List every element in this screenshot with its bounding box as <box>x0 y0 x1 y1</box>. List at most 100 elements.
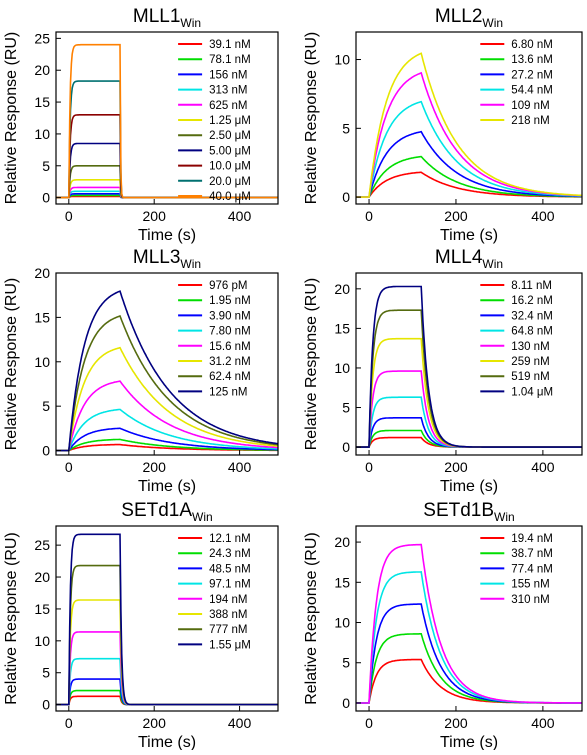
legend-label-3: 156 nM <box>209 69 247 81</box>
y-tick-label: 0 <box>342 189 350 205</box>
legend-label-6: 259 nM <box>511 356 549 368</box>
series-line-3 <box>356 130 582 198</box>
x-axis-label: Time (s) <box>440 478 498 495</box>
legend-label-5: 130 nM <box>511 341 549 353</box>
legend-label-2: 13.6 nM <box>511 54 553 66</box>
legend-label-8: 125 nM <box>209 386 247 398</box>
x-axis-label: Time (s) <box>138 227 196 244</box>
x-tick-label: 200 <box>143 208 167 224</box>
legend-label-8: 1.55 μM <box>209 639 251 651</box>
y-tick-label: 15 <box>34 601 50 617</box>
series-line-4 <box>56 408 278 452</box>
y-tick-label: 5 <box>42 665 50 681</box>
series-line-8 <box>56 290 278 452</box>
y-tick-label: 0 <box>342 695 350 711</box>
legend-label-6: 31.2 nM <box>209 356 251 368</box>
plot-frame <box>355 525 583 712</box>
series-line-4 <box>356 396 582 448</box>
y-tick-label: 10 <box>334 52 350 68</box>
chart-title: MLL4Win <box>435 247 503 271</box>
legend-label-5: 625 nM <box>209 100 247 112</box>
y-tick-label: 5 <box>342 655 350 671</box>
plot-frame <box>355 272 583 456</box>
chart-title: SETd1BWin <box>423 500 514 524</box>
y-tick-label: 10 <box>34 354 50 370</box>
chart-panel-2: MLL2Win 0 200 400 0 5 10 Time (s) Relative Respo… <box>303 6 583 244</box>
y-axis-label: Relative Response (RU) <box>303 32 320 205</box>
y-tick-label: 15 <box>34 309 50 325</box>
series-group <box>356 543 582 704</box>
legend-label-4: 54.4 nM <box>511 85 553 97</box>
legend-label-8: 5.00 μM <box>209 145 251 157</box>
legend-label-2: 78.1 nM <box>209 54 251 66</box>
y-tick-label: 10 <box>34 633 50 649</box>
x-tick-label: 0 <box>365 715 373 731</box>
series-line-2 <box>356 429 582 448</box>
legend-label-1: 8.11 nM <box>511 280 552 292</box>
series-line-7 <box>56 314 278 452</box>
x-axis-label: Time (s) <box>138 478 196 495</box>
legend-label-3: 77.4 nM <box>511 563 553 575</box>
x-tick-label: 200 <box>444 459 468 475</box>
y-tick-label: 25 <box>34 537 50 553</box>
y-tick-label: 20 <box>34 569 50 585</box>
legend-label-3: 32.4 nM <box>511 310 553 322</box>
series-line-2 <box>56 438 278 452</box>
legend-label-2: 38.7 nM <box>511 548 553 560</box>
chart-panel-4: MLL4Win 0 200 400 0 5 10 15 20 Time (s) Relative R… <box>303 247 583 495</box>
y-tick-label: 25 <box>34 30 50 46</box>
chart-title: MLL2Win <box>435 6 503 30</box>
legend-label-4: 64.8 nM <box>511 326 553 338</box>
legend-label-11: 40.0 μM <box>209 191 251 203</box>
y-axis-label: Relative Response (RU) <box>3 32 20 205</box>
series-line-3 <box>356 417 582 448</box>
series-line-6 <box>56 346 278 452</box>
chart-panel-5: SETd1AWin 0 200 400 0 5 10 15 20 25 Time (s) Relati… <box>3 500 279 751</box>
y-tick-label: 0 <box>42 190 50 206</box>
legend-label-1: 6.80 nM <box>511 39 553 51</box>
series-line-4 <box>356 100 582 198</box>
x-tick-label: 0 <box>365 459 373 475</box>
legend-label-4: 7.80 nM <box>209 326 251 338</box>
x-tick-label: 0 <box>65 715 73 731</box>
legend-label-4: 313 nM <box>209 85 247 97</box>
y-axis-label: Relative Response (RU) <box>3 532 20 705</box>
series-group <box>56 43 278 199</box>
series-group <box>356 52 582 198</box>
chart-panel-1: MLL1Win 0 200 400 0 5 10 15 20 25 Time (s) Relative… <box>3 6 279 244</box>
legend-label-1: 19.4 nM <box>511 533 553 545</box>
series-line-3 <box>56 427 278 452</box>
plot-frame <box>55 31 279 205</box>
legend-label-8: 1.04 μM <box>511 386 553 398</box>
legend-label-6: 218 nM <box>511 115 549 127</box>
x-tick-label: 400 <box>531 208 555 224</box>
y-tick-label: 15 <box>334 320 350 336</box>
legend-label-3: 48.5 nM <box>209 563 251 575</box>
y-tick-label: 20 <box>334 534 350 550</box>
x-tick-label: 0 <box>365 208 373 224</box>
legend-label-1: 39.1 nM <box>209 39 251 51</box>
y-tick-label: 0 <box>42 443 50 459</box>
chart-title: SETd1AWin <box>121 500 212 524</box>
series-group <box>56 290 278 452</box>
legend-label-9: 10.0 μM <box>209 161 251 173</box>
x-tick-label: 400 <box>228 459 252 475</box>
series-group <box>356 285 582 448</box>
legend-label-2: 16.2 nM <box>511 295 553 307</box>
y-axis-label: Relative Response (RU) <box>303 532 320 705</box>
legend-label-4: 97.1 nM <box>209 579 251 591</box>
chart-title: MLL1Win <box>133 6 201 30</box>
x-tick-label: 400 <box>531 715 555 731</box>
series-line-11 <box>56 43 278 199</box>
chart-panel-6: SETd1BWin 0 200 400 0 5 10 15 20 Time (s) Relative… <box>303 500 583 751</box>
legend-label-7: 519 nM <box>511 371 549 383</box>
series-line-4 <box>56 657 278 706</box>
y-tick-label: 15 <box>334 574 350 590</box>
x-tick-label: 0 <box>65 459 73 475</box>
legend-label-1: 12.1 nM <box>209 533 251 545</box>
series-line-5 <box>56 380 278 452</box>
chart-title: MLL3Win <box>133 247 201 271</box>
legend-label-7: 62.4 nM <box>209 371 251 383</box>
y-tick-label: 10 <box>334 615 350 631</box>
